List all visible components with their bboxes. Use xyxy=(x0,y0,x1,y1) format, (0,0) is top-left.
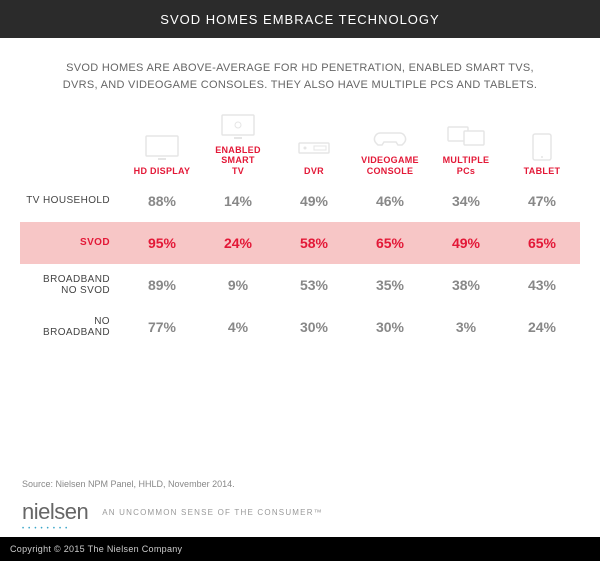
table-row: BROADBANDNO SVOD89%9%53%35%38%43% xyxy=(20,264,580,306)
table-row: NOBROADBAND77%4%30%30%3%24% xyxy=(20,306,580,348)
col-label: MULTIPLEPCs xyxy=(428,155,504,176)
cell-value: 30% xyxy=(276,306,352,348)
col-label: ENABLED SMARTTV xyxy=(200,145,276,176)
cell-value: 24% xyxy=(200,222,276,264)
row-label: TV HOUSEHOLD xyxy=(20,180,124,222)
cell-value: 65% xyxy=(504,222,580,264)
cell-value: 49% xyxy=(428,222,504,264)
row-label: SVOD xyxy=(20,222,124,264)
table-row: SVOD95%24%58%65%49%65% xyxy=(20,222,580,264)
col-header: VIDEOGAMECONSOLE xyxy=(352,112,428,180)
row-label: BROADBANDNO SVOD xyxy=(20,264,124,306)
cell-value: 43% xyxy=(504,264,580,306)
col-header: HD DISPLAY xyxy=(124,112,200,180)
cell-value: 95% xyxy=(124,222,200,264)
page-title: SVOD HOMES EMBRACE TECHNOLOGY xyxy=(160,12,439,27)
cell-value: 89% xyxy=(124,264,200,306)
cell-value: 30% xyxy=(352,306,428,348)
col-header: MULTIPLEPCs xyxy=(428,112,504,180)
tagline: AN UNCOMMON SENSE OF THE CONSUMER™ xyxy=(102,508,323,517)
cell-value: 24% xyxy=(504,306,580,348)
cell-value: 14% xyxy=(200,180,276,222)
col-label: VIDEOGAMECONSOLE xyxy=(352,155,428,176)
col-label: HD DISPLAY xyxy=(124,166,200,176)
cell-value: 3% xyxy=(428,306,504,348)
col-label: DVR xyxy=(276,166,352,176)
cell-value: 9% xyxy=(200,264,276,306)
subtitle: SVOD HOMES ARE ABOVE-AVERAGE FOR HD PENE… xyxy=(0,38,600,112)
data-table: HD DISPLAYENABLED SMARTTVDVRVIDEOGAMECON… xyxy=(20,112,580,348)
cell-value: 58% xyxy=(276,222,352,264)
source-text: Source: Nielsen NPM Panel, HHLD, Novembe… xyxy=(0,479,600,499)
brand-row: nielsen AN UNCOMMON SENSE OF THE CONSUME… xyxy=(0,499,600,537)
nielsen-logo: nielsen xyxy=(22,499,88,525)
cell-value: 65% xyxy=(352,222,428,264)
cell-value: 88% xyxy=(124,180,200,222)
cell-value: 46% xyxy=(352,180,428,222)
row-label: NOBROADBAND xyxy=(20,306,124,348)
cell-value: 49% xyxy=(276,180,352,222)
copyright-bar: Copyright © 2015 The Nielsen Company xyxy=(0,537,600,561)
cell-value: 35% xyxy=(352,264,428,306)
title-bar: SVOD HOMES EMBRACE TECHNOLOGY xyxy=(0,0,600,38)
col-label: TABLET xyxy=(504,166,580,176)
col-header: ENABLED SMARTTV xyxy=(200,112,276,180)
col-header: DVR xyxy=(276,112,352,180)
cell-value: 77% xyxy=(124,306,200,348)
cell-value: 38% xyxy=(428,264,504,306)
cell-value: 53% xyxy=(276,264,352,306)
table-row: TV HOUSEHOLD88%14%49%46%34%47% xyxy=(20,180,580,222)
cell-value: 4% xyxy=(200,306,276,348)
cell-value: 34% xyxy=(428,180,504,222)
cell-value: 47% xyxy=(504,180,580,222)
col-header: TABLET xyxy=(504,112,580,180)
